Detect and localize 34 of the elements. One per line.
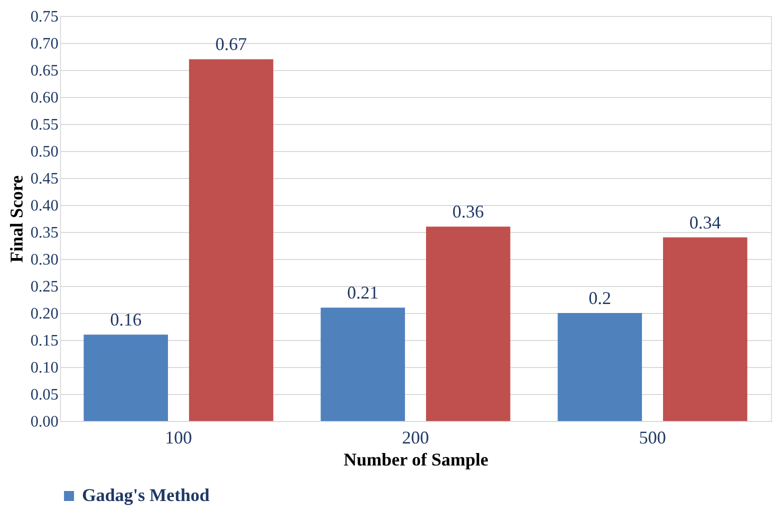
data-label: 0.36: [452, 202, 484, 222]
bar: [426, 226, 510, 421]
y-tick-label: 0.50: [30, 144, 58, 160]
y-tick-label: 0.60: [30, 90, 58, 106]
x-tick-label: 100: [165, 428, 192, 448]
bar: [558, 313, 642, 421]
x-tick-label: 500: [639, 428, 666, 448]
y-tick-label: 0.55: [30, 116, 58, 134]
y-tick-label: 0.25: [30, 278, 58, 296]
y-tick-label: 0.05: [30, 386, 58, 404]
bar: [84, 334, 168, 421]
y-tick-label: 0.70: [30, 36, 58, 52]
bar: [320, 308, 405, 421]
data-label: 0.16: [110, 310, 142, 330]
y-tick-label: 0.20: [30, 306, 58, 322]
y-tick-label: 0.10: [30, 360, 58, 376]
data-label: 0.2: [588, 288, 612, 308]
bar: [189, 59, 274, 421]
y-axis-title: Final Score: [6, 175, 26, 263]
y-tick-label: 0.75: [30, 8, 58, 26]
y-tick-label: 0.30: [30, 252, 58, 268]
bar: [663, 237, 748, 421]
y-tick-label: 0.40: [30, 198, 58, 214]
x-tick-label: 200: [402, 428, 429, 448]
data-label: 0.34: [689, 212, 721, 232]
x-axis-title: Number of Sample: [344, 450, 488, 470]
data-label: 0.67: [215, 34, 247, 54]
y-tick-label: 0.65: [30, 62, 58, 80]
y-tick-label: 0.35: [30, 224, 58, 242]
y-tick-label: 0.45: [30, 170, 58, 188]
y-tick-label: 0.00: [30, 414, 58, 430]
legend-label: Gadag's Method: [82, 485, 210, 505]
y-tick-label: 0.15: [30, 332, 58, 350]
data-label: 0.21: [347, 282, 379, 303]
